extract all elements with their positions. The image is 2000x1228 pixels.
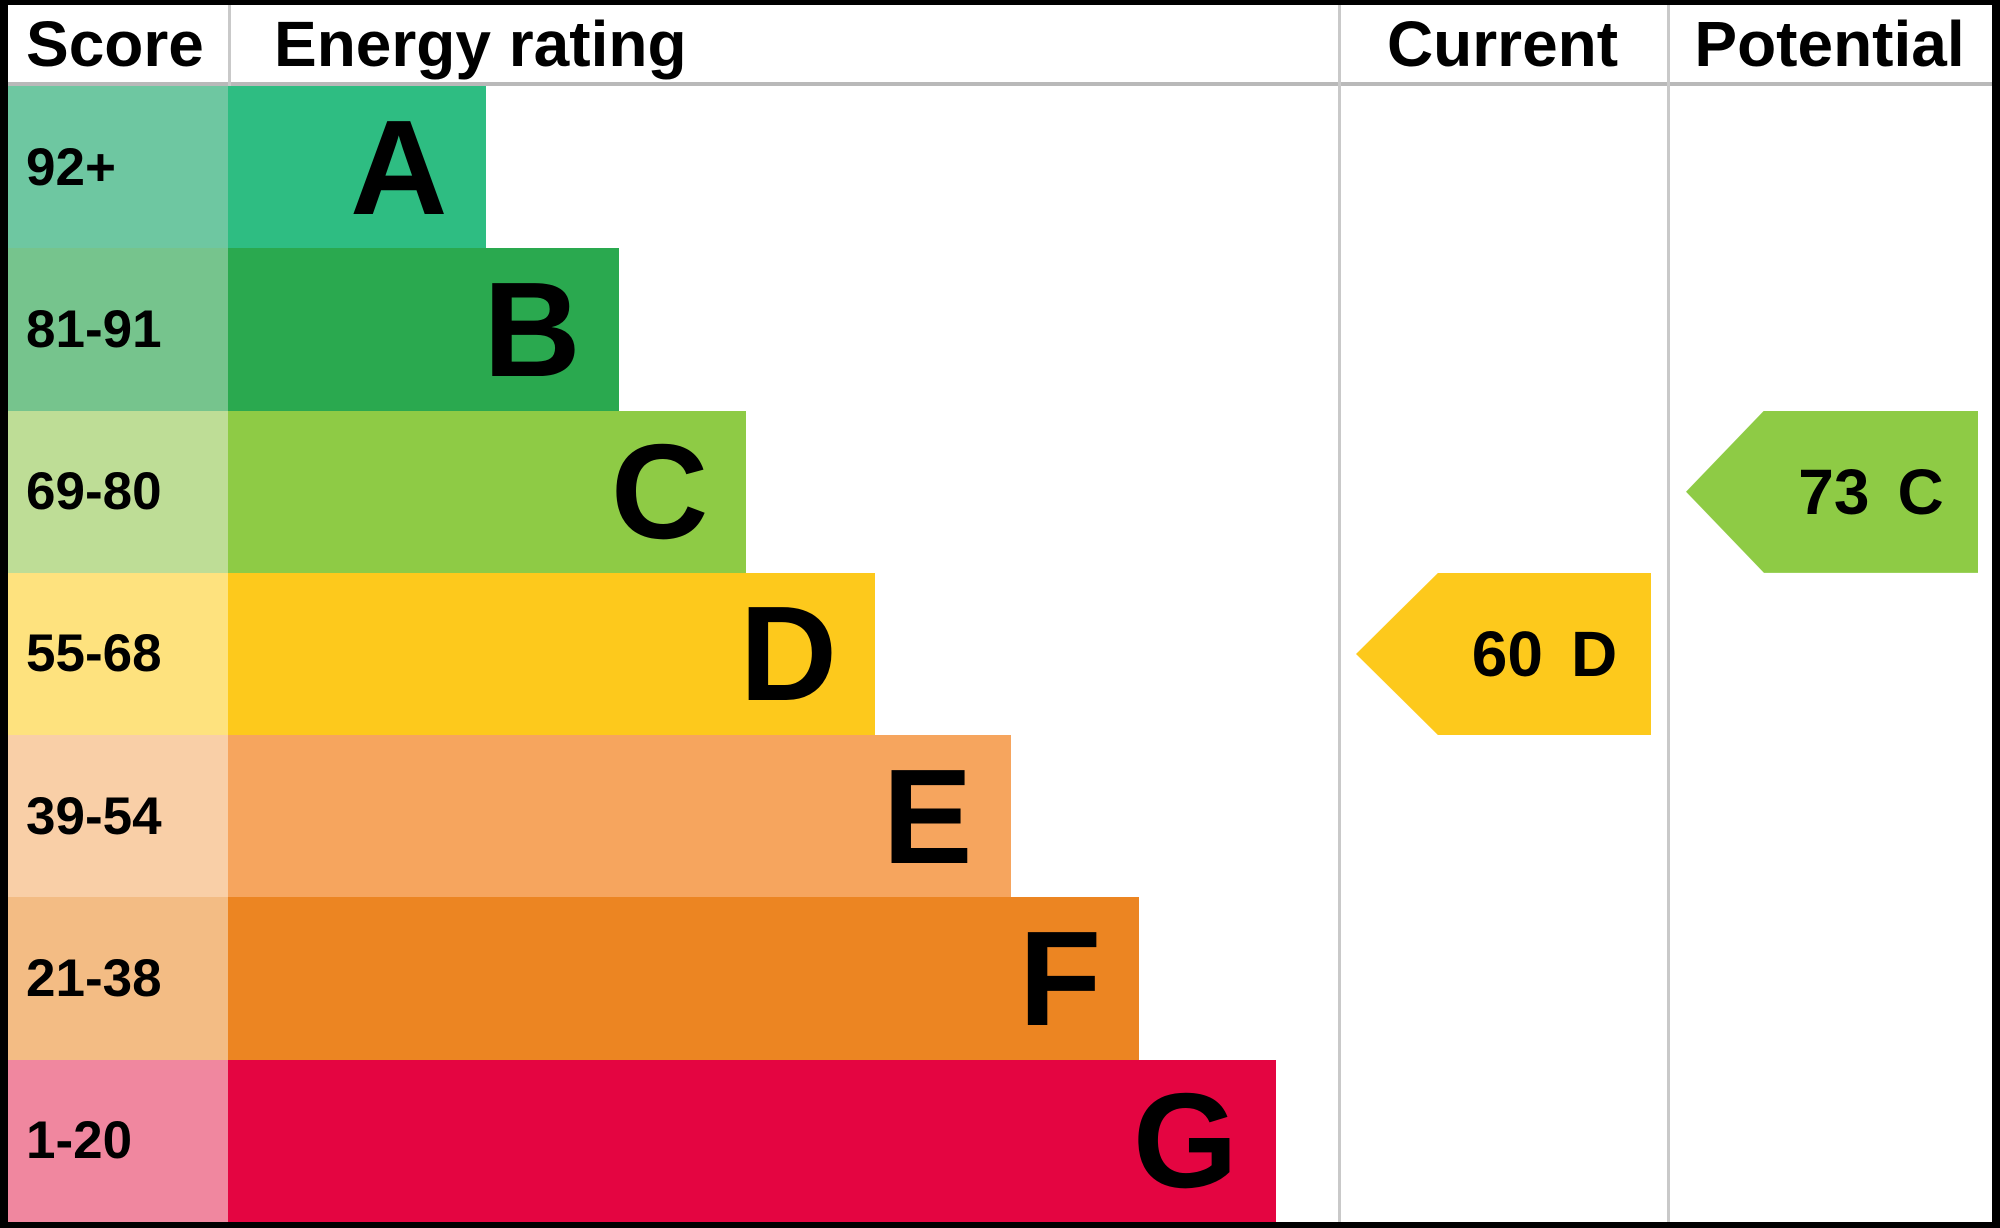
current-column-cell-a xyxy=(1338,86,1667,248)
energy-band-bar-b: B xyxy=(228,248,619,411)
score-range-label: 39-54 xyxy=(26,786,162,846)
energy-band-cell-f: F xyxy=(228,897,1338,1060)
divider-current-potential xyxy=(1667,5,1670,1222)
header-energy-rating: Energy rating xyxy=(228,5,1338,86)
current-column-cell-e xyxy=(1338,735,1667,897)
score-range-label: 55-68 xyxy=(26,624,162,684)
energy-band-bar-a: A xyxy=(228,86,486,249)
energy-band-cell-a: A xyxy=(228,86,1338,249)
energy-band-letter: D xyxy=(739,578,838,730)
score-range-label: 21-38 xyxy=(26,949,162,1009)
score-range-cell-c: 69-80 xyxy=(8,410,228,573)
score-range-cell-g: 1-20 xyxy=(8,1059,228,1222)
current-rating-band-letter: D xyxy=(1570,617,1618,690)
energy-band-letter: C xyxy=(610,416,709,568)
potential-rating-arrow: 73 C xyxy=(1686,410,1978,573)
potential-rating-band-letter: C xyxy=(1897,455,1944,528)
energy-band-cell-d: D xyxy=(228,572,1338,736)
chart-grid: Score Energy rating Current Potential 92… xyxy=(8,5,1992,1222)
energy-band-letter: E xyxy=(882,740,973,892)
energy-band-cell-c: C xyxy=(228,410,1338,573)
potential-column-cell-d xyxy=(1667,573,1992,735)
header-score: Score xyxy=(8,5,228,86)
current-rating-value: 60 xyxy=(1471,617,1543,690)
potential-column-cell-c: 73 C xyxy=(1667,410,1992,573)
energy-band-bar-d: D xyxy=(228,572,876,736)
score-range-cell-e: 39-54 xyxy=(8,735,228,898)
potential-rating-label: 73 C xyxy=(1764,411,1978,573)
current-rating-arrow: 60 D xyxy=(1356,572,1651,736)
energy-band-cell-e: E xyxy=(228,735,1338,898)
current-column-cell-g xyxy=(1338,1060,1667,1222)
current-column-cell-b xyxy=(1338,248,1667,410)
score-range-label: 69-80 xyxy=(26,462,162,522)
energy-band-bar-f: F xyxy=(228,897,1140,1060)
score-range-label: 1-20 xyxy=(26,1111,133,1171)
score-range-cell-f: 21-38 xyxy=(8,897,228,1060)
header-energy-rating-label: Energy rating xyxy=(274,7,687,80)
potential-column-cell-g xyxy=(1667,1060,1992,1222)
score-range-cell-a: 92+ xyxy=(8,86,228,249)
header-current: Current xyxy=(1338,5,1667,86)
potential-column-cell-b xyxy=(1667,248,1992,410)
energy-band-letter: A xyxy=(350,91,448,243)
current-rating-label: 60 D xyxy=(1438,573,1651,735)
score-range-label: 81-91 xyxy=(26,299,162,359)
current-column-cell-d: 60 D xyxy=(1338,572,1667,736)
energy-band-cell-g: G xyxy=(228,1059,1338,1222)
divider-energy-current xyxy=(1338,5,1341,1222)
potential-column-cell-e xyxy=(1667,735,1992,897)
energy-band-cell-b: B xyxy=(228,248,1338,411)
potential-column-cell-a xyxy=(1667,86,1992,248)
energy-band-bar-e: E xyxy=(228,735,1011,898)
energy-band-letter: B xyxy=(483,253,581,405)
energy-band-bar-c: C xyxy=(228,410,747,573)
energy-band-letter: G xyxy=(1132,1065,1238,1217)
divider-score-energy xyxy=(228,5,231,86)
header-potential-label: Potential xyxy=(1694,7,1965,80)
score-range-cell-d: 55-68 xyxy=(8,572,228,736)
header-potential: Potential xyxy=(1667,5,1992,86)
current-column-cell-c xyxy=(1338,411,1667,573)
energy-band-bar-g: G xyxy=(228,1059,1276,1222)
potential-rating-value: 73 xyxy=(1798,455,1870,528)
potential-column-cell-f xyxy=(1667,897,1992,1059)
header-score-label: Score xyxy=(26,7,204,80)
score-range-cell-b: 81-91 xyxy=(8,248,228,411)
current-column-cell-f xyxy=(1338,897,1667,1059)
header-current-label: Current xyxy=(1386,7,1619,80)
score-range-label: 92+ xyxy=(26,137,116,197)
energy-band-letter: F xyxy=(1018,903,1102,1055)
